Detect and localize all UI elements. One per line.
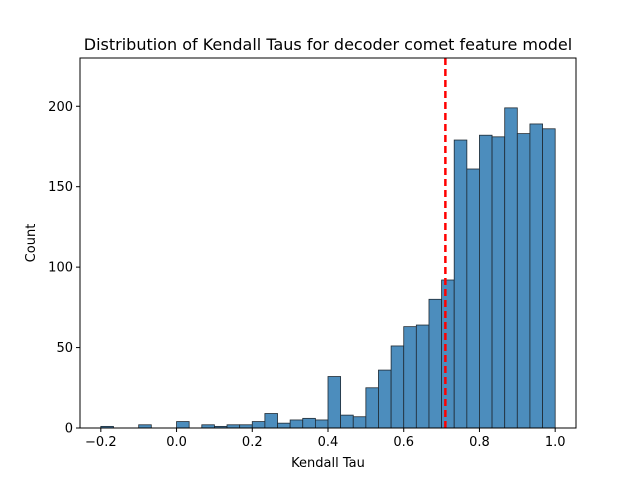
histogram-bar (352, 416, 367, 429)
x-tick-label: 0.2 (242, 435, 263, 450)
y-tick-label: 50 (56, 341, 73, 356)
histogram-bar (441, 279, 455, 429)
x-tick-label: 0.0 (166, 435, 187, 450)
x-tick-label: −0.2 (85, 435, 117, 450)
histogram-bar (340, 414, 354, 429)
histogram-bar (491, 136, 506, 429)
histogram-bar (327, 376, 342, 429)
y-tick-label: 100 (48, 261, 73, 276)
histogram-bar (390, 345, 405, 429)
histogram-bar (542, 128, 556, 429)
histogram-bar (251, 421, 266, 429)
histogram-bar (289, 419, 304, 429)
histogram-bar (403, 326, 417, 429)
histogram-bar (504, 107, 518, 429)
histogram-bar (453, 139, 468, 429)
x-tick-label: 0.4 (318, 435, 339, 450)
histogram-bar (264, 413, 278, 429)
y-tick-label: 0 (65, 422, 73, 437)
histogram-bar (516, 133, 531, 429)
x-tick-label: 0.6 (393, 435, 414, 450)
histogram-bar (428, 298, 442, 429)
plot-area (79, 57, 577, 429)
histogram-bars (100, 107, 556, 429)
x-axis-ticks: −0.2 0.0 0.2 0.4 0.6 0.8 1.0 (85, 428, 566, 450)
y-axis-ticks: 0 50 100 150 200 (48, 100, 80, 437)
y-tick-label: 150 (48, 180, 73, 195)
histogram-bar (415, 324, 430, 429)
x-axis-label: Kendall Tau (291, 456, 365, 471)
x-tick-label: 0.8 (469, 435, 490, 450)
y-axis-label: Count (24, 224, 39, 263)
x-tick-label: 1.0 (545, 435, 566, 450)
histogram-bar (479, 134, 493, 429)
histogram-bar (365, 387, 379, 429)
histogram-bar (302, 417, 316, 429)
chart-title: Distribution of Kendall Taus for decoder… (84, 35, 572, 54)
histogram-bar (466, 168, 480, 429)
histogram-bar (314, 419, 329, 429)
histogram-bar (176, 421, 190, 429)
histogram-bar (378, 369, 392, 429)
histogram-bar (277, 422, 291, 429)
histogram-bar (529, 123, 543, 429)
y-tick-label: 200 (48, 100, 73, 115)
